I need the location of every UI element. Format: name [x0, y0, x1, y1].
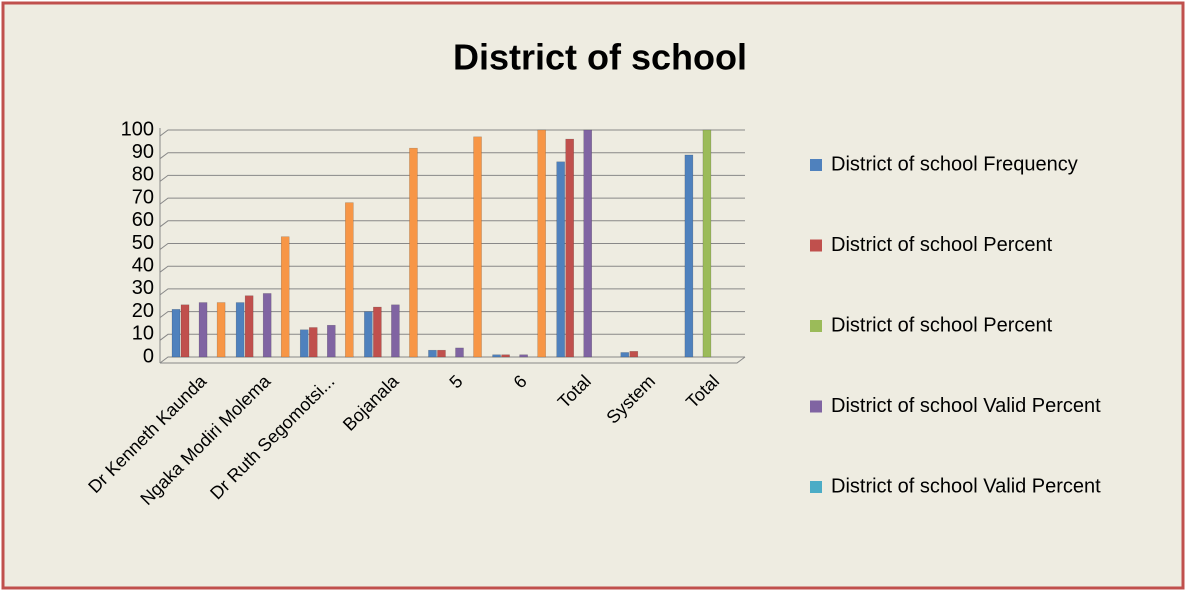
- bar: [428, 349, 437, 358]
- bar: [308, 327, 318, 358]
- y-tick-label: 0: [143, 345, 154, 367]
- bar: [501, 354, 510, 358]
- grid-line: [159, 129, 745, 137]
- y-tick-label: 50: [132, 232, 154, 254]
- y-tick-label: 90: [132, 141, 154, 163]
- grid-line: [159, 288, 745, 296]
- bar: [556, 161, 565, 358]
- legend-label: District of school Valid Percent: [831, 475, 1101, 497]
- bar: [702, 129, 712, 358]
- bar: [373, 306, 382, 358]
- bar: [364, 311, 373, 358]
- grid-line: [159, 265, 745, 273]
- chart-title: District of school: [453, 37, 747, 78]
- legend-label: District of school Valid Percent: [831, 395, 1101, 417]
- legend-swatch: [810, 239, 822, 252]
- bar: [684, 154, 694, 358]
- grid-line: [159, 311, 745, 319]
- bar: [327, 324, 336, 358]
- bar: [437, 349, 446, 358]
- y-tick-label: 20: [132, 300, 154, 322]
- bar: [455, 347, 464, 358]
- y-tick-label: 40: [132, 254, 154, 276]
- grid-line: [159, 197, 745, 205]
- legend-swatch: [810, 400, 822, 413]
- bar: [537, 129, 546, 358]
- grid-line: [159, 152, 745, 160]
- bar: [216, 302, 226, 358]
- grid-line: [159, 243, 745, 250]
- legend-label: District of school Frequency: [831, 153, 1078, 175]
- grid-line: [159, 333, 745, 341]
- bar: [391, 304, 400, 358]
- legend-swatch: [810, 159, 822, 171]
- bar: [565, 138, 574, 358]
- y-tick-label: 70: [132, 186, 154, 208]
- bar: [180, 304, 190, 358]
- bar: [171, 309, 181, 358]
- bar: [299, 329, 309, 358]
- y-tick-label: 10: [132, 323, 154, 345]
- legend-swatch: [810, 320, 822, 332]
- legend-label: District of school Percent: [831, 234, 1053, 256]
- grid-line: [159, 174, 745, 182]
- bar: [198, 302, 208, 358]
- bar: [620, 352, 630, 358]
- bar: [519, 354, 528, 358]
- legend-swatch: [810, 481, 822, 493]
- bar: [492, 354, 501, 358]
- bar: [280, 236, 290, 358]
- grid-line: [159, 220, 745, 228]
- bar: [583, 129, 592, 358]
- floor: [160, 356, 746, 364]
- bar: [409, 147, 418, 358]
- bar: [244, 295, 254, 358]
- y-tick-label: 80: [132, 164, 154, 186]
- y-tick-label: 60: [132, 209, 154, 231]
- legend-label: District of school Percent: [831, 314, 1053, 336]
- grid-line: [159, 356, 745, 364]
- bar: [473, 136, 482, 358]
- bar: [345, 202, 354, 358]
- bar: [235, 302, 245, 358]
- y-tick-label: 30: [132, 277, 154, 299]
- bar: [629, 351, 639, 358]
- y-tick-label: 100: [121, 118, 154, 140]
- bar: [262, 293, 272, 358]
